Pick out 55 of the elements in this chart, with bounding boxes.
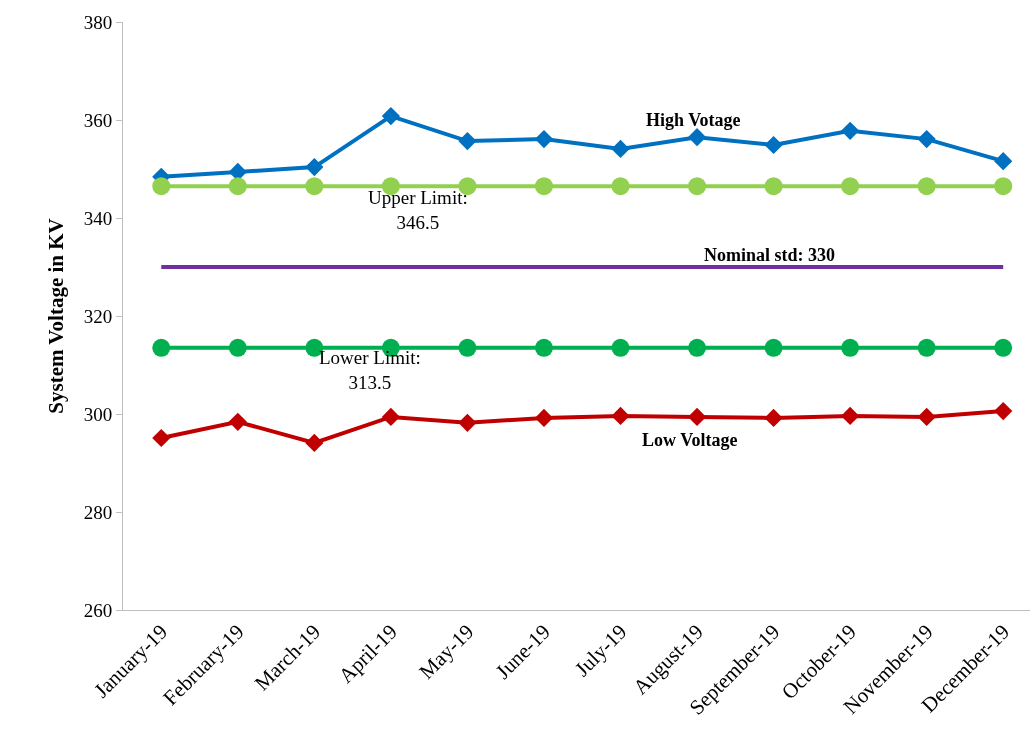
point: [841, 406, 860, 426]
point: [764, 408, 783, 428]
annotation: Lower Limit: 313.5: [319, 347, 421, 393]
annotation: Upper Limit: 346.5: [368, 187, 468, 233]
point: [152, 428, 171, 448]
point: [917, 177, 936, 196]
point: [611, 139, 630, 159]
point: [305, 177, 324, 196]
y-tick-label: 260: [83, 599, 113, 621]
point: [228, 412, 247, 431]
y-tick-label: 280: [83, 501, 113, 523]
point: [458, 413, 477, 432]
point: [917, 130, 936, 149]
point: [687, 407, 707, 427]
point: [305, 433, 324, 453]
point: [228, 338, 247, 357]
point: [228, 177, 247, 196]
point: [764, 135, 783, 155]
point: [611, 177, 630, 196]
point: [611, 338, 630, 357]
y-tick-label: 320: [83, 305, 113, 327]
point: [917, 407, 936, 427]
point: [534, 130, 554, 149]
point: [381, 106, 400, 126]
y-tick-label: 300: [83, 403, 113, 425]
point: [687, 128, 707, 147]
point: [994, 338, 1013, 357]
point: [534, 338, 553, 357]
annotation: Low Voltage: [642, 430, 738, 450]
y-tick-label: 340: [83, 207, 113, 229]
point: [994, 177, 1013, 196]
y-tick-label: 380: [83, 11, 113, 33]
point: [994, 152, 1013, 171]
point: [152, 177, 171, 196]
point: [841, 338, 860, 357]
y-tick-label: 360: [83, 109, 113, 131]
point: [764, 177, 783, 196]
point: [841, 177, 860, 196]
point: [688, 177, 707, 196]
point: [534, 408, 554, 428]
point: [841, 121, 860, 140]
point: [534, 177, 553, 196]
point: [458, 131, 477, 151]
annotation: High Votage: [646, 110, 741, 130]
point: [458, 338, 477, 357]
y-axis-title: System Voltage in KV: [43, 218, 68, 414]
annotation: Nominal std: 330: [704, 245, 836, 265]
point: [994, 401, 1013, 421]
point: [688, 338, 707, 357]
point: [611, 406, 630, 426]
point: [764, 338, 783, 357]
point: [305, 157, 324, 177]
point: [152, 338, 171, 357]
point: [381, 407, 400, 427]
point: [917, 338, 936, 357]
